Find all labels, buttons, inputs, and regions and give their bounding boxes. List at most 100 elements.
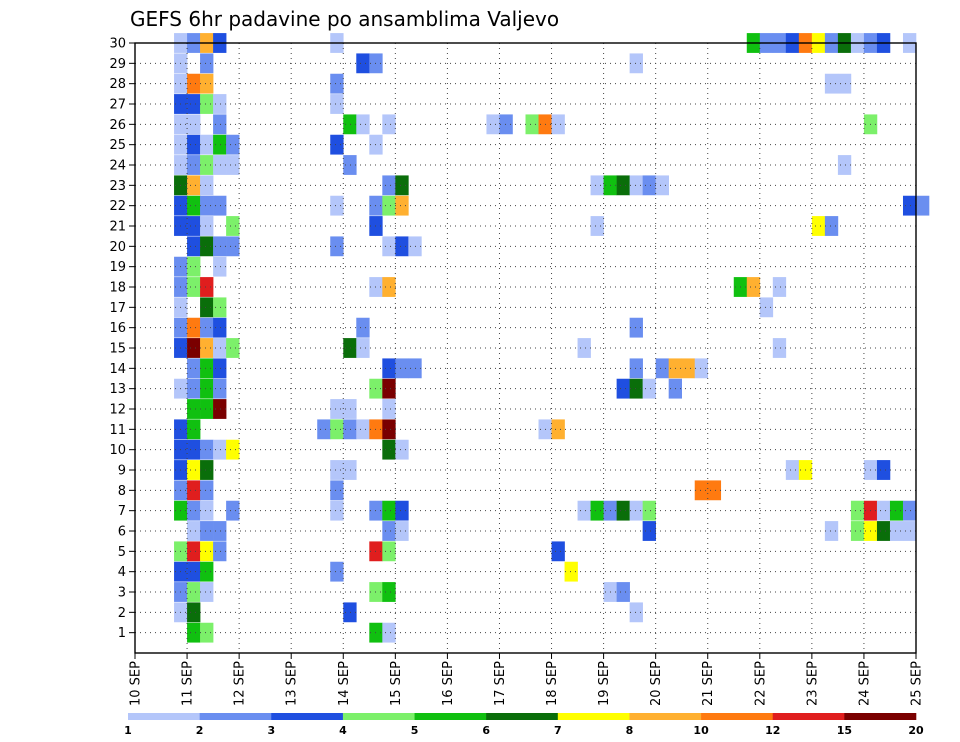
x-tick-label: 18 SEP: [545, 661, 560, 706]
heatmap-cell: [382, 439, 396, 460]
heatmap-cell: [317, 419, 331, 440]
heatmap-cell: [200, 53, 214, 74]
heatmap-cell: [876, 500, 891, 521]
heatmap-cell: [200, 236, 214, 257]
heatmap-cell: [642, 521, 656, 541]
y-tick-label: 21: [109, 220, 126, 235]
x-tick-label: 11 SEP: [181, 661, 196, 706]
y-tick-label: 29: [109, 57, 126, 72]
heatmap-cell: [200, 622, 214, 643]
heatmap-cell: [382, 521, 396, 541]
heatmap-cell: [200, 155, 214, 175]
heatmap-cell: [343, 114, 357, 135]
colorbar-label: 8: [626, 724, 634, 737]
heatmap-cell: [551, 114, 565, 135]
y-tick-label: 7: [118, 504, 126, 519]
heatmap-cell: [395, 521, 409, 541]
heatmap-cell: [187, 155, 201, 175]
heatmap-cell: [395, 236, 409, 257]
y-tick-label: 11: [109, 423, 126, 438]
heatmap-cell: [694, 480, 709, 501]
heatmap-cell: [551, 419, 565, 440]
heatmap-cell: [577, 338, 591, 358]
heatmap-cell: [200, 175, 214, 196]
x-axis: 10 SEP 11 SEP 12 SEP 13 SEP 14 SEP 15 SEP 16 S…: [129, 653, 925, 706]
y-tick-label: 19: [109, 260, 126, 275]
heatmap-cell: [213, 94, 227, 114]
colorbar-label: 4: [339, 724, 347, 737]
x-tick-label: 19 SEP: [597, 661, 612, 706]
heatmap-cell: [200, 439, 214, 460]
heatmap-cell: [356, 419, 370, 440]
heatmap-cell: [330, 561, 344, 582]
heatmap-cell: [902, 500, 917, 521]
heatmap-cell: [200, 399, 214, 419]
heatmap-cell: [343, 399, 357, 419]
y-tick-label: 17: [109, 301, 126, 316]
y-tick-label: 8: [118, 484, 126, 499]
heatmap-cell: [330, 94, 344, 114]
heatmap-cell: [629, 53, 643, 74]
heatmap-cell: [356, 114, 370, 135]
y-tick-label: 12: [109, 403, 126, 418]
heatmap-cell: [655, 358, 669, 379]
heatmap-cell: [213, 114, 227, 135]
heatmap-cell: [772, 338, 787, 358]
y-tick-label: 1: [118, 626, 126, 641]
colorbar-label: 1: [124, 724, 132, 737]
heatmap-cell: [226, 439, 240, 460]
x-tick-label: 25 SEP: [910, 661, 925, 706]
heatmap-cell: [343, 419, 357, 440]
heatmap-cell: [486, 114, 500, 135]
heatmap-cell: [642, 500, 656, 521]
heatmap-cell: [187, 399, 201, 419]
heatmap-cell: [356, 53, 370, 74]
heatmap-cell: [590, 175, 604, 196]
heatmap-cell: [642, 378, 656, 399]
heatmap-cell: [187, 277, 201, 297]
heatmap-cell: [395, 439, 409, 460]
y-tick-label: 2: [118, 606, 126, 621]
heatmap-cell: [850, 500, 865, 521]
heatmap-cell: [200, 541, 214, 562]
heatmap-cell: [824, 216, 839, 236]
heatmap-cell: [382, 236, 396, 257]
heatmap-cell: [226, 236, 240, 257]
heatmap-cell: [213, 134, 227, 155]
heatmap-cell: [616, 378, 630, 399]
heatmap-cell: [785, 460, 800, 480]
heatmap-cell: [226, 134, 240, 155]
colorbar-swatch: [414, 713, 487, 720]
heatmap-cell: [564, 561, 578, 582]
heatmap-cell: [382, 500, 396, 521]
heatmap-cell: [577, 500, 591, 521]
heatmap-cell: [200, 521, 214, 541]
x-tick-label: 14 SEP: [337, 661, 352, 706]
heatmap-cell: [187, 378, 201, 399]
colorbar-swatch: [486, 713, 559, 720]
heatmap-cell: [837, 73, 852, 94]
heatmap-cell: [655, 175, 669, 196]
heatmap-cell: [213, 297, 227, 318]
colorbar-swatch: [701, 713, 774, 720]
colorbar-swatch: [772, 713, 845, 720]
heatmap-cell: [330, 399, 344, 419]
heatmap-cell: [330, 195, 344, 216]
heatmap-cell: [187, 419, 201, 440]
heatmap-cell: [629, 602, 643, 623]
heatmap-cell: [629, 317, 643, 338]
heatmap-cell: [629, 358, 643, 379]
heatmap-cell: [187, 73, 201, 94]
grid-lines: [135, 43, 916, 653]
heatmap-cell: [551, 541, 565, 562]
y-tick-label: 16: [109, 321, 126, 336]
y-tick-label: 15: [109, 342, 126, 357]
x-tick-label: 24 SEP: [857, 661, 872, 706]
heatmap-cell: [343, 602, 357, 623]
heatmap-cell: [200, 500, 214, 521]
heatmap-cell: [187, 521, 201, 541]
colorbar-swatch: [844, 713, 917, 720]
y-axis: 1234567891011121314151617181920212223242…: [109, 37, 135, 641]
heatmap-cell: [642, 175, 656, 196]
heatmap-cell: [187, 541, 201, 562]
